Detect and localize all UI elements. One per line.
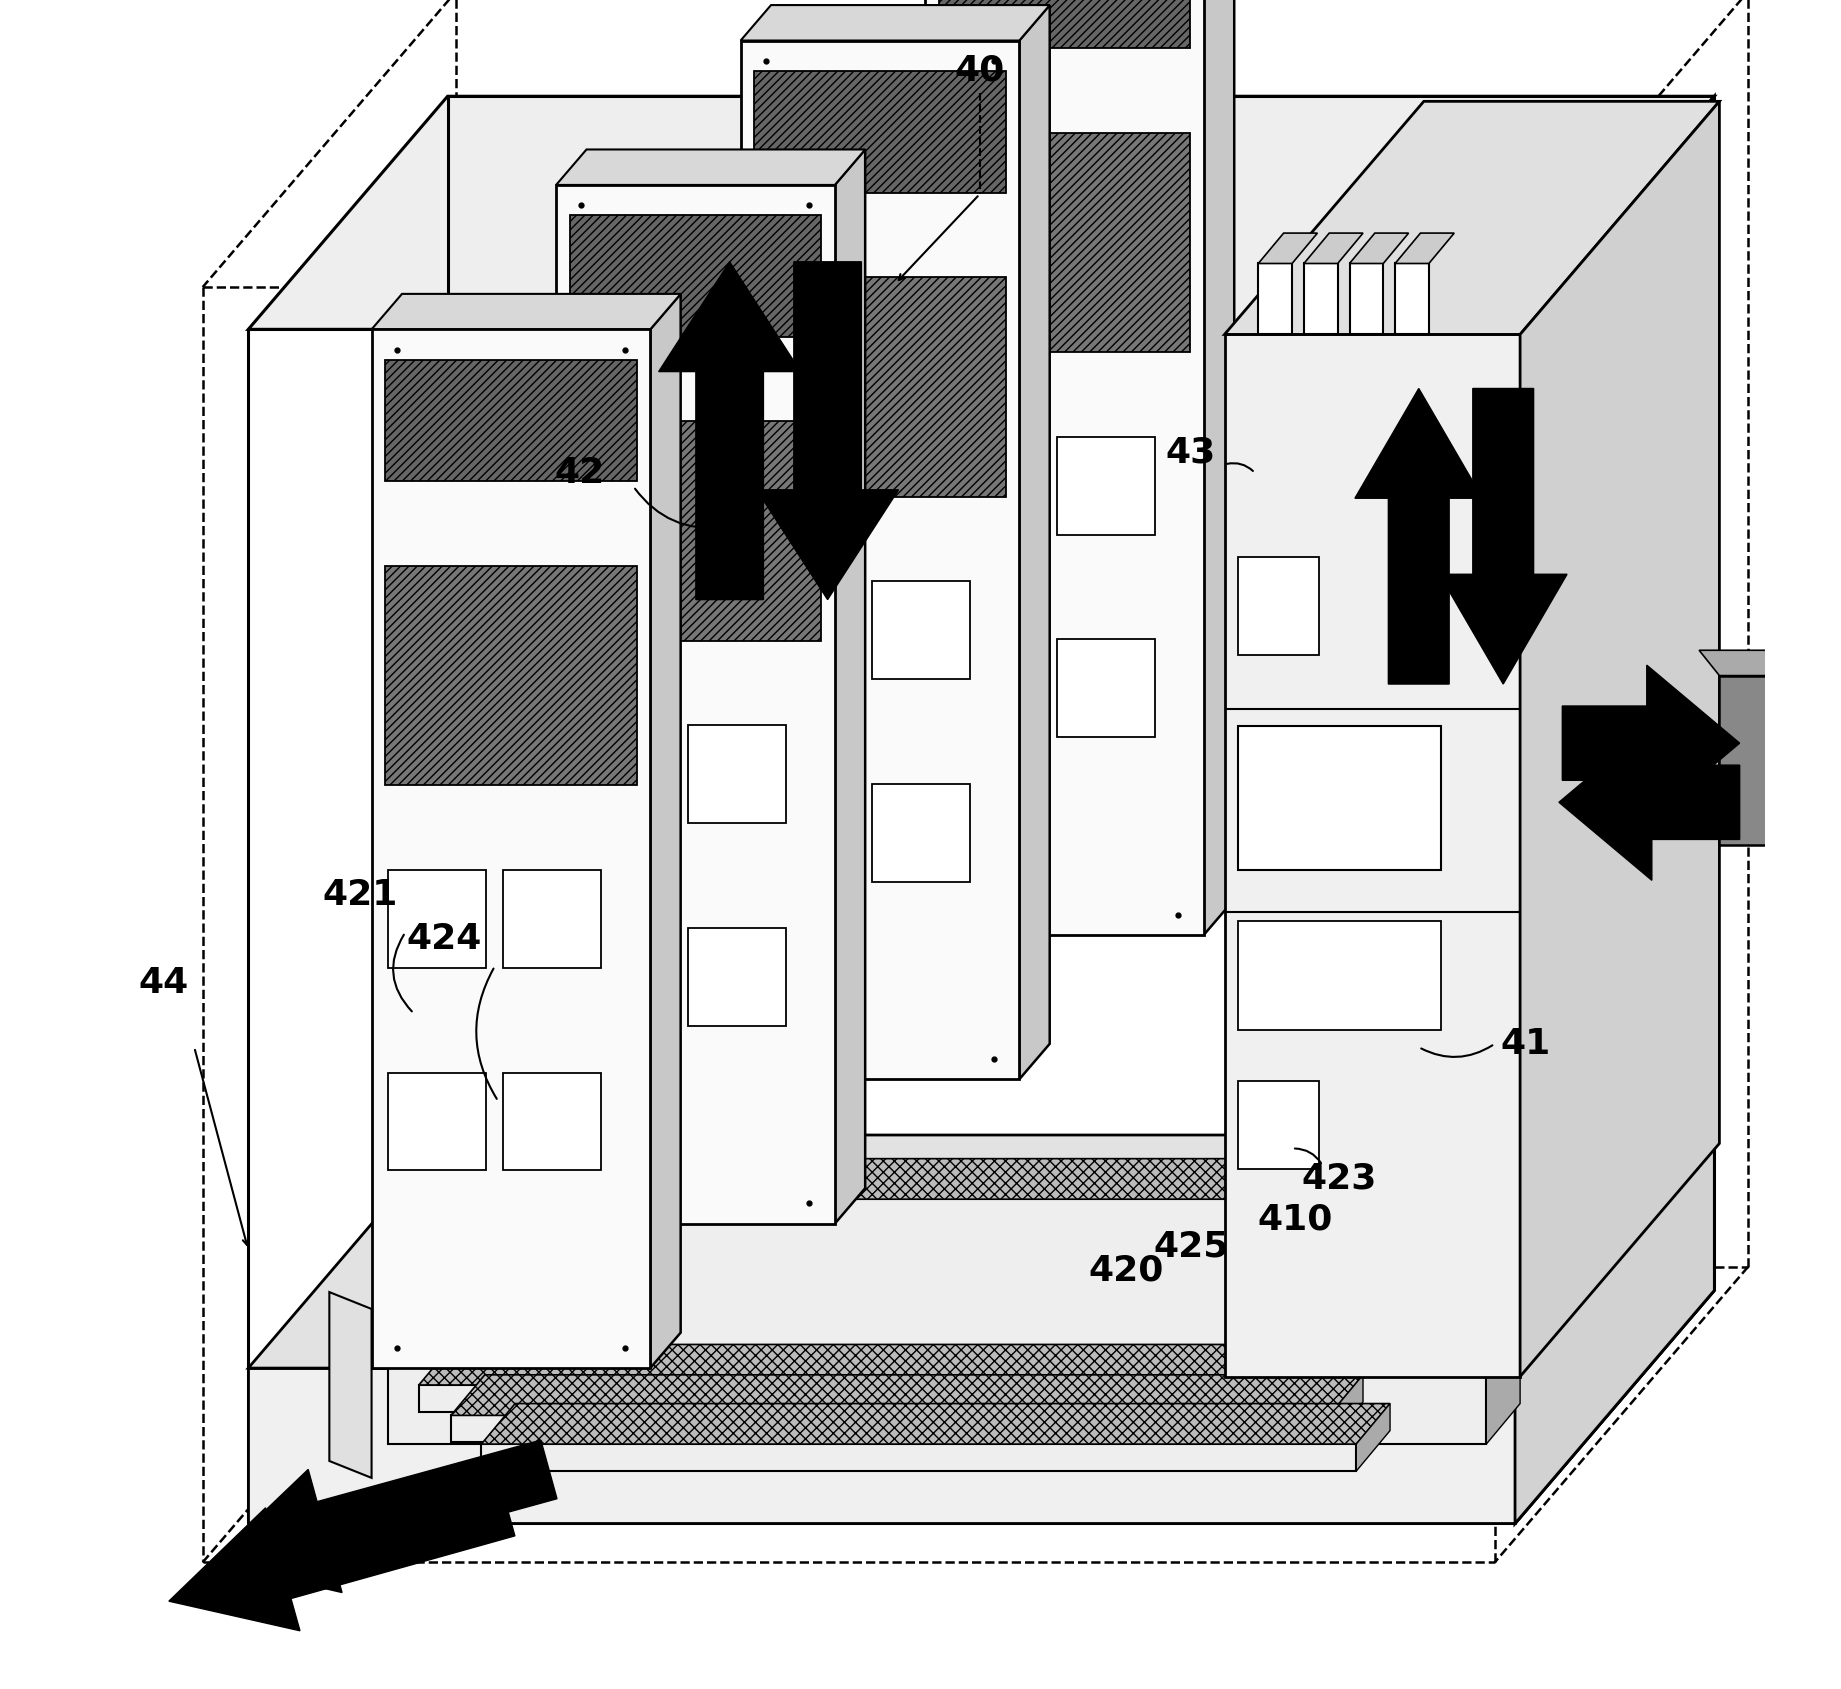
Polygon shape xyxy=(1303,263,1338,334)
Polygon shape xyxy=(388,1199,1486,1444)
Polygon shape xyxy=(1563,665,1740,821)
Bar xyxy=(757,581,856,679)
Bar xyxy=(755,277,1005,497)
Polygon shape xyxy=(1395,233,1454,263)
Text: 421: 421 xyxy=(322,878,398,912)
Polygon shape xyxy=(1349,263,1383,334)
Text: 424: 424 xyxy=(407,922,482,956)
Bar xyxy=(1057,640,1154,738)
Polygon shape xyxy=(757,262,898,600)
Polygon shape xyxy=(388,1159,1521,1199)
Polygon shape xyxy=(1257,263,1292,334)
Bar xyxy=(385,566,637,785)
Polygon shape xyxy=(556,186,834,1225)
Text: 41: 41 xyxy=(1500,1027,1550,1061)
Bar xyxy=(385,360,637,481)
Bar xyxy=(689,929,786,1027)
Polygon shape xyxy=(1355,388,1482,684)
Polygon shape xyxy=(740,41,1020,1079)
Polygon shape xyxy=(451,1375,1362,1415)
Bar xyxy=(873,784,970,882)
Text: 420: 420 xyxy=(1088,1253,1164,1287)
Bar xyxy=(388,870,486,968)
Polygon shape xyxy=(1395,263,1429,334)
Text: 410: 410 xyxy=(1257,1203,1333,1236)
Polygon shape xyxy=(1300,1344,1335,1412)
Text: 40: 40 xyxy=(954,54,1005,88)
Polygon shape xyxy=(1224,334,1521,1377)
Polygon shape xyxy=(372,294,681,329)
Bar xyxy=(569,216,821,338)
Polygon shape xyxy=(1224,101,1719,334)
Bar xyxy=(388,1073,486,1170)
Bar xyxy=(757,784,856,882)
Polygon shape xyxy=(1204,0,1233,936)
Bar xyxy=(503,1073,602,1170)
Bar xyxy=(1237,726,1442,870)
Bar xyxy=(689,726,786,824)
Bar xyxy=(503,870,602,968)
Polygon shape xyxy=(451,1415,1329,1442)
Bar xyxy=(1237,557,1320,655)
Polygon shape xyxy=(169,1478,515,1632)
Polygon shape xyxy=(1440,388,1567,684)
Polygon shape xyxy=(481,1404,1390,1444)
Bar xyxy=(755,71,1005,193)
Bar xyxy=(573,929,670,1027)
Bar xyxy=(1237,1081,1320,1169)
Polygon shape xyxy=(1303,233,1362,263)
Polygon shape xyxy=(1515,1135,1714,1523)
Polygon shape xyxy=(372,329,650,1368)
Polygon shape xyxy=(249,1368,1515,1523)
Text: 412: 412 xyxy=(1640,763,1714,797)
Polygon shape xyxy=(1349,233,1408,263)
Polygon shape xyxy=(212,1441,558,1593)
Bar xyxy=(939,133,1191,353)
Polygon shape xyxy=(1329,1375,1362,1442)
Polygon shape xyxy=(1020,5,1049,1079)
Polygon shape xyxy=(249,96,1714,329)
Bar xyxy=(1057,437,1154,535)
Polygon shape xyxy=(1257,233,1318,263)
Polygon shape xyxy=(650,294,681,1368)
Polygon shape xyxy=(330,1292,372,1478)
Polygon shape xyxy=(420,1344,1335,1385)
Polygon shape xyxy=(420,1385,1300,1412)
Text: 43: 43 xyxy=(1165,436,1215,470)
Polygon shape xyxy=(1515,96,1714,1523)
Text: 423: 423 xyxy=(1302,1162,1377,1196)
Polygon shape xyxy=(1559,725,1740,880)
Bar xyxy=(569,422,821,642)
Bar xyxy=(573,726,670,824)
Polygon shape xyxy=(1521,101,1719,1377)
Polygon shape xyxy=(249,1135,1714,1368)
Polygon shape xyxy=(556,150,865,186)
Bar xyxy=(939,0,1191,49)
Polygon shape xyxy=(1357,1404,1390,1471)
Polygon shape xyxy=(659,262,801,600)
Polygon shape xyxy=(926,0,1204,936)
Text: 42: 42 xyxy=(554,456,604,490)
Polygon shape xyxy=(1719,676,1804,844)
Polygon shape xyxy=(834,150,865,1225)
Text: 425: 425 xyxy=(1152,1230,1228,1263)
Bar xyxy=(873,581,970,679)
Polygon shape xyxy=(1486,1159,1521,1444)
Polygon shape xyxy=(740,5,1049,41)
Polygon shape xyxy=(481,1444,1357,1471)
Bar xyxy=(1237,921,1442,1030)
Polygon shape xyxy=(1699,650,1804,676)
Text: 44: 44 xyxy=(138,966,190,1000)
Bar xyxy=(943,640,1040,738)
Bar xyxy=(943,437,1040,535)
